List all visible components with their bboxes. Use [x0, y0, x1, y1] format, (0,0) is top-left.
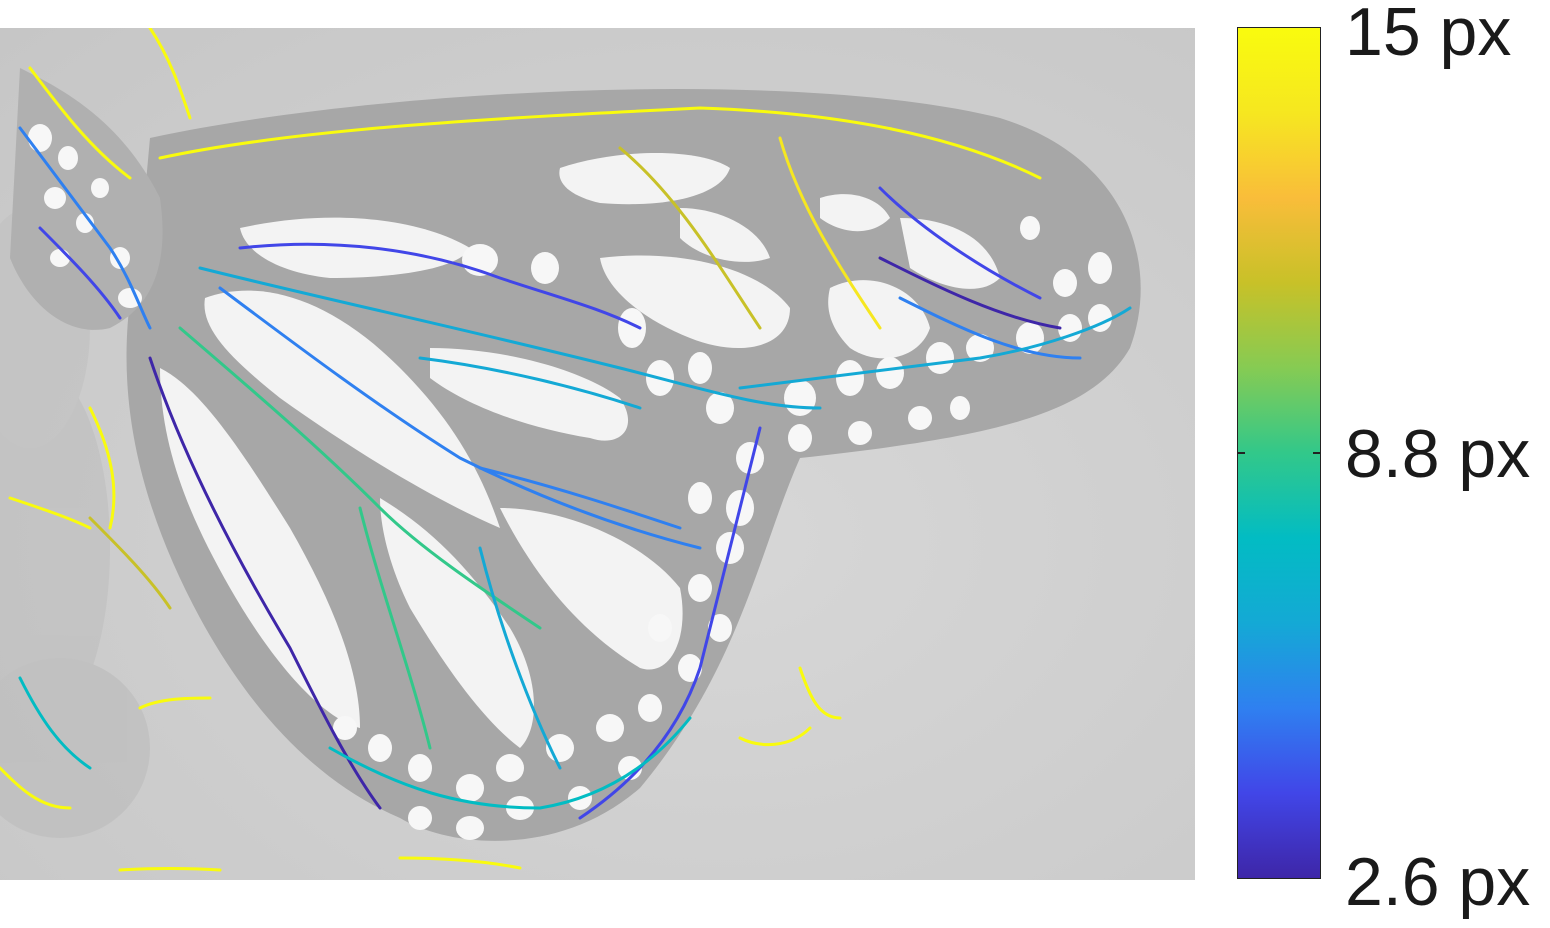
wing-cells: [160, 153, 1000, 748]
butterfly-image: [0, 28, 1195, 880]
colorbar-tick-mid-right: [1313, 452, 1321, 454]
colorbar-label-mid: 8.8 px: [1345, 416, 1531, 492]
colorbar-gradient: [1238, 28, 1320, 878]
colorbar: [1237, 27, 1321, 879]
colorbar-tick-mid-left: [1237, 452, 1245, 454]
vein-skeleton-overlay: [0, 28, 1132, 872]
colorbar-label-max: 15 px: [1345, 0, 1512, 70]
colorbar-label-min: 2.6 px: [1345, 844, 1531, 920]
blurred-foliage: [0, 208, 150, 838]
